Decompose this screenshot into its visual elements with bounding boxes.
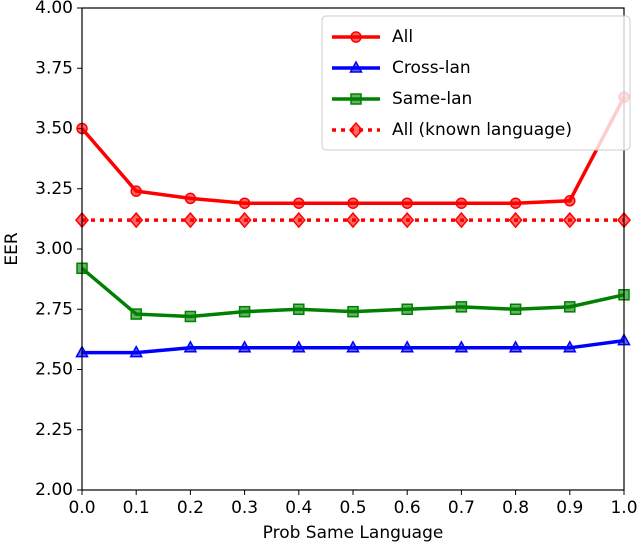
marker <box>184 310 197 323</box>
marker <box>349 121 363 139</box>
y-axis-label: EER <box>2 232 22 265</box>
marker <box>130 185 142 197</box>
marker <box>293 303 305 315</box>
y-tick-label: 2.00 <box>35 480 73 500</box>
marker <box>238 305 251 318</box>
legend-box <box>321 15 631 151</box>
y-tick-label: 3.50 <box>35 119 73 139</box>
marker <box>291 211 306 229</box>
y-tick-label: 2.50 <box>35 360 73 380</box>
x-tick-label: 0.5 <box>339 498 366 518</box>
marker <box>347 305 359 318</box>
marker <box>508 211 523 229</box>
marker <box>292 340 306 353</box>
x-tick-label: 0.2 <box>177 498 204 518</box>
marker <box>562 211 577 229</box>
y-tick-label: 4.00 <box>35 0 73 18</box>
marker <box>184 192 197 205</box>
marker <box>509 197 522 209</box>
x-axis-label: Prob Same Language <box>263 523 444 543</box>
legend-label: Same-lan <box>392 89 472 109</box>
marker <box>346 340 360 353</box>
marker <box>237 340 252 353</box>
marker <box>346 211 360 229</box>
x-tick-label: 0.3 <box>231 498 258 518</box>
marker <box>400 211 415 229</box>
marker <box>455 301 468 313</box>
marker <box>350 31 362 43</box>
marker <box>293 197 305 209</box>
marker <box>347 197 359 209</box>
marker <box>401 303 413 315</box>
marker <box>508 340 523 353</box>
marker <box>129 211 144 229</box>
plot-frame <box>81 7 625 491</box>
x-tick-label: 0.8 <box>502 498 529 518</box>
x-tick-label: 0.9 <box>556 498 583 518</box>
legend: All Cross-lan Same-lan All (known language) <box>321 15 631 151</box>
x-tick-label: 0.6 <box>394 498 421 518</box>
y-tick-label: 3.00 <box>35 239 73 259</box>
x-tick-label: 0.1 <box>123 498 150 518</box>
marker <box>564 195 576 207</box>
marker <box>130 308 142 320</box>
marker <box>183 211 198 229</box>
marker <box>563 340 577 353</box>
y-tick-label: 2.75 <box>35 299 73 319</box>
y-tick-label: 3.75 <box>35 58 73 78</box>
x-tick-label: 0.0 <box>68 498 95 518</box>
marker <box>454 340 469 353</box>
marker <box>183 340 198 353</box>
marker <box>401 197 413 209</box>
legend-label: All <box>392 27 413 47</box>
marker <box>400 340 414 353</box>
legend-label: All (known language) <box>392 120 572 140</box>
marker <box>237 211 252 229</box>
x-tick-label: 1.0 <box>610 498 637 518</box>
legend-label: Cross-lan <box>392 58 471 78</box>
marker <box>350 93 362 105</box>
marker <box>238 197 251 209</box>
marker <box>564 301 576 313</box>
y-tick-label: 2.25 <box>35 420 73 440</box>
x-tick-label: 0.7 <box>448 498 475 518</box>
marker <box>454 211 469 229</box>
marker <box>129 345 143 358</box>
x-tick-label: 0.4 <box>285 498 312 518</box>
y-tick-label: 3.25 <box>35 179 73 199</box>
marker <box>509 303 522 315</box>
marker <box>455 197 468 209</box>
marker <box>349 60 363 73</box>
